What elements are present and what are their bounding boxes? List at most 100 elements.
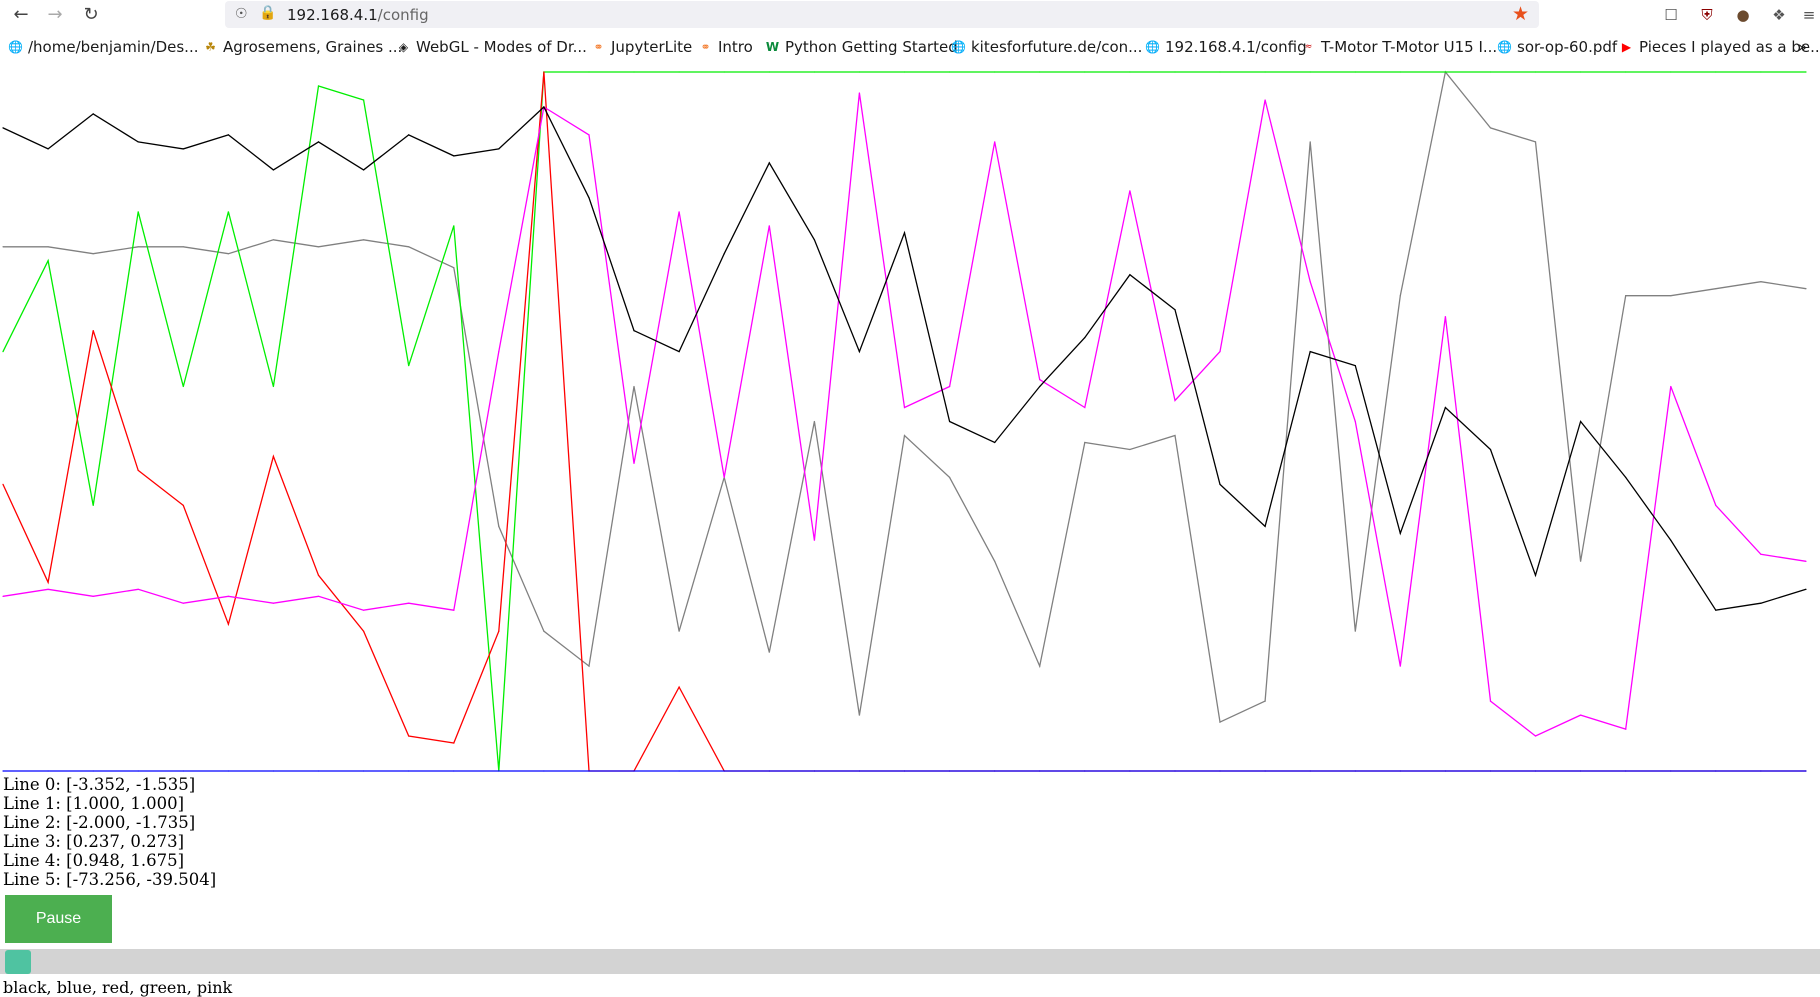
series-5-point (1489, 127, 1492, 129)
bookmark-label: T-Motor T-Motor U15 I... (1321, 38, 1498, 56)
series-4-point (1805, 560, 1807, 562)
series-4-point (1309, 281, 1311, 283)
bookmark-label: 192.168.4.1/config (1165, 38, 1307, 56)
series-0-point (1670, 539, 1672, 541)
series-4-point (1580, 714, 1582, 716)
forward-arrow-icon[interactable]: → (47, 4, 63, 25)
series-3-point (1264, 71, 1266, 73)
back-arrow-icon[interactable]: ← (13, 4, 29, 25)
series-0-point (1354, 365, 1356, 367)
series-1-point (588, 770, 590, 772)
bookmark-label: Intro (718, 38, 753, 56)
jupyter-icon: ⚭ (700, 39, 711, 54)
bookmark-item[interactable]: ≈ T-Motor T-Motor U15 I... (1301, 38, 1497, 56)
series-3-point (1805, 71, 1807, 73)
bookmark-item[interactable]: ⚭ Intro (698, 38, 753, 56)
series-5-point (1354, 630, 1356, 632)
series-3-point (949, 71, 951, 73)
leaf-icon: ☘ (205, 39, 216, 54)
series-line-4 (2, 92, 1807, 737)
bookmark-item[interactable]: ▶ Pieces I played as a be... (1619, 38, 1820, 56)
series-3-point (317, 85, 320, 87)
bookmark-item[interactable]: ◈ WebGL - Modes of Dr... (396, 38, 587, 56)
series-0-point (994, 441, 996, 444)
bookmark-label: /home/benjamin/Des... (28, 38, 199, 56)
series-5-point (1219, 721, 1221, 723)
series-4-point (227, 595, 229, 597)
series-3-point (1354, 71, 1356, 73)
series-5-point (1039, 665, 1041, 667)
series-0-point (182, 148, 184, 150)
url-text[interactable]: 192.168.4.1/config (287, 6, 429, 24)
series-0-point (1489, 448, 1492, 451)
slider-track[interactable] (0, 949, 1820, 974)
series-1-point (1399, 770, 1401, 772)
series-3-point (633, 71, 635, 73)
series-line-2 (2, 71, 1806, 772)
series-1-point (1039, 770, 1041, 772)
series-2-point (137, 469, 139, 471)
series-4-point (1625, 728, 1627, 730)
series-5-point (92, 253, 94, 255)
series-1-point (1219, 770, 1221, 772)
series-0-point (1625, 476, 1627, 478)
series-0-point (1444, 406, 1446, 409)
insecure-lock-icon[interactable]: 🔒 (259, 5, 277, 21)
series-3-point (588, 71, 590, 73)
series-5-point (1670, 295, 1672, 297)
globe-icon: 🌐 (951, 39, 966, 54)
bookmark-item[interactable]: 🌐 sor-op-60.pdf (1497, 38, 1617, 56)
bookmark-item[interactable]: ☘ Agrosemens, Graines ... (203, 38, 402, 56)
pause-button[interactable]: Pause (5, 895, 112, 943)
bookmark-item[interactable]: ⚭ JupyterLite (591, 38, 692, 56)
series-1-point (317, 770, 320, 772)
bookmark-item[interactable]: 🌐 kitesforfuture.de/con... (951, 38, 1142, 56)
series-4-point (137, 588, 139, 590)
menu-icon[interactable]: ≡ (1802, 6, 1816, 24)
diamond-icon: ◈ (398, 39, 409, 54)
series-4-point (1534, 735, 1537, 737)
extensions-icon[interactable]: ❖ (1772, 6, 1786, 24)
browser-toolbar: ← → ↻ ☉ 🔒 192.168.4.1/config ★ ☐ ⛨ ● ❖ ≡ (0, 0, 1820, 30)
series-1-point (633, 770, 635, 772)
series-0-point (588, 197, 590, 199)
stat-line-0: Line 0: [-3.352, -1.535] (3, 775, 196, 794)
bookmark-label: Pieces I played as a be... (1639, 38, 1820, 56)
series-2-point (453, 742, 455, 744)
series-2-point (227, 623, 229, 625)
series-0-point (723, 253, 725, 255)
series-5-point (47, 246, 49, 248)
cookie-icon[interactable]: ● (1736, 6, 1750, 24)
series-4-point (1760, 553, 1762, 555)
bookmark-star-icon[interactable]: ★ (1511, 3, 1529, 25)
series-line-3 (2, 71, 1806, 772)
shield-icon[interactable]: ☉ (235, 6, 248, 22)
bookmark-item[interactable]: 🌐 192.168.4.1/config (1145, 38, 1307, 56)
plot-canvas (2, 70, 1807, 772)
series-3-point (994, 71, 996, 73)
url-bar[interactable]: ☉ 🔒 192.168.4.1/config ★ (225, 1, 1539, 28)
series-3-point (47, 260, 49, 262)
series-4-point (408, 602, 410, 604)
series-1-point (1580, 770, 1582, 772)
series-5-point (1264, 700, 1266, 702)
series-1-point (543, 770, 545, 772)
bookmark-item[interactable]: W Python Getting Started (765, 38, 958, 56)
series-2-point (363, 630, 365, 632)
series-1-point (272, 770, 274, 772)
series-5-point (813, 420, 816, 423)
series-4-point (453, 609, 455, 611)
series-1-point (363, 770, 365, 772)
bookmark-item[interactable]: 🌐 /home/benjamin/Des... (8, 38, 199, 56)
bookmarks-overflow-icon[interactable]: » (1798, 38, 1808, 56)
ublock-icon[interactable]: ⛨ (1701, 6, 1713, 24)
bookmarks-bar: 🌐 /home/benjamin/Des... ☘ Agrosemens, Grai… (0, 35, 1820, 63)
series-1-point (182, 770, 184, 772)
series-5-point (227, 253, 229, 255)
series-4-point (588, 134, 590, 136)
slider-thumb[interactable] (5, 950, 31, 974)
series-2-point (47, 581, 49, 583)
reload-icon[interactable]: ↻ (83, 4, 99, 25)
series-0-point (543, 106, 545, 108)
pocket-icon[interactable]: ☐ (1664, 6, 1678, 24)
